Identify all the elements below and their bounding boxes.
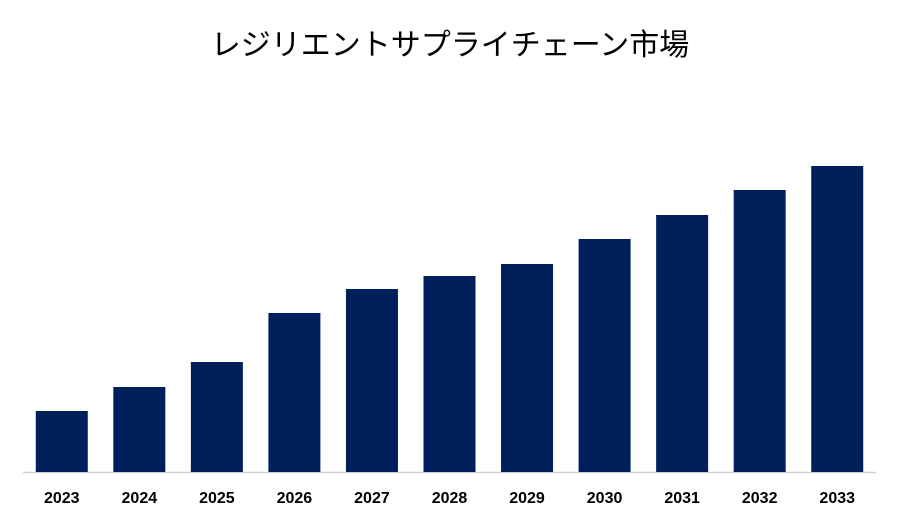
x-tick-label: 2024 — [122, 490, 158, 507]
bar — [190, 362, 243, 472]
bar — [35, 411, 88, 472]
bar — [345, 289, 398, 472]
x-tick-label: 2028 — [432, 490, 468, 507]
x-tick-label: 2023 — [44, 490, 80, 507]
x-tick-label: 2033 — [819, 490, 855, 507]
chart-title: レジリエントサプライチェーン市場 — [211, 28, 690, 63]
bar — [501, 264, 554, 472]
x-tick-label: 2025 — [199, 490, 235, 507]
x-tick-label: 2032 — [742, 490, 778, 507]
bar — [656, 215, 709, 472]
x-tick-label: 2027 — [354, 490, 390, 507]
bar — [268, 313, 321, 472]
x-tick-label: 2030 — [587, 490, 623, 507]
bar — [811, 166, 864, 472]
x-tick-label: 2029 — [509, 490, 545, 507]
x-tick-label: 2031 — [664, 490, 700, 507]
bar — [578, 239, 631, 472]
bar — [733, 190, 786, 472]
bar — [113, 387, 166, 472]
bar — [423, 276, 476, 472]
x-tick-label: 2026 — [277, 490, 313, 507]
